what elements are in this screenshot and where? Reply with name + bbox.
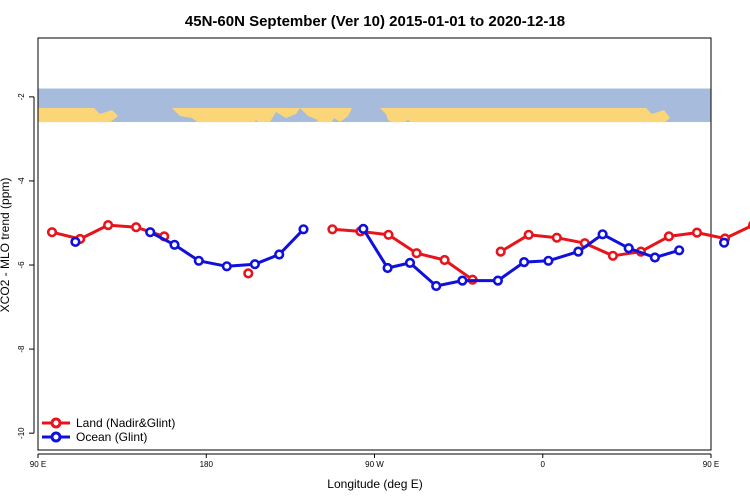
x-tick-label: 90 E xyxy=(30,460,46,469)
data-point xyxy=(492,275,504,286)
x-axis: 90 E 180 90 W 0 90 E xyxy=(30,453,719,469)
data-point xyxy=(193,255,204,266)
map-land xyxy=(38,108,673,123)
legend-entry-ocean: Ocean (Glint) xyxy=(42,430,147,444)
data-point xyxy=(102,220,114,231)
data-point xyxy=(439,254,450,266)
series-line xyxy=(332,227,474,281)
series-0 xyxy=(46,220,750,285)
data-point xyxy=(551,232,562,243)
y-tick-label: -6 xyxy=(17,261,26,269)
data-point xyxy=(382,262,393,274)
data-point xyxy=(495,246,506,257)
data-point xyxy=(573,246,584,257)
plot-frame xyxy=(37,37,712,451)
data-point xyxy=(523,229,534,240)
data-point xyxy=(543,255,554,266)
y-tick-label: -4 xyxy=(17,177,26,185)
data-point xyxy=(674,245,685,256)
x-tick-label: 0 xyxy=(541,460,546,469)
data-point xyxy=(663,231,675,242)
data-point xyxy=(274,249,285,260)
data-point xyxy=(249,259,260,270)
data-point xyxy=(597,229,608,240)
data-point xyxy=(298,224,309,235)
y-tick-label: -8 xyxy=(17,345,26,353)
x-tick-label: 180 xyxy=(200,460,214,469)
data-point xyxy=(718,237,730,248)
data-point xyxy=(431,280,442,292)
world-map-band xyxy=(38,88,711,123)
x-tick-label: 90 E xyxy=(703,460,719,469)
data-point xyxy=(46,227,58,238)
legend-marker-ocean xyxy=(50,431,62,443)
data-point xyxy=(131,222,142,233)
data-point xyxy=(649,252,661,263)
data-point xyxy=(607,250,619,261)
data-point xyxy=(518,257,530,268)
x-tick-label: 90 W xyxy=(365,460,384,469)
series-layer xyxy=(46,220,750,292)
series-line xyxy=(362,228,680,288)
data-point xyxy=(243,268,254,279)
data-point xyxy=(327,224,338,235)
data-point xyxy=(691,227,703,238)
y-tick-label: -2 xyxy=(17,93,26,101)
y-axis-label: XCO2 - MLO trend (ppm) xyxy=(0,178,12,313)
data-point xyxy=(457,275,468,286)
data-point xyxy=(70,236,81,247)
series-1 xyxy=(70,223,730,292)
chart-title: 45N-60N September (Ver 10) 2015-01-01 to… xyxy=(185,13,565,30)
data-point xyxy=(411,248,422,259)
legend: Land (Nadir&Glint) Ocean (Glint) xyxy=(42,416,175,444)
data-point xyxy=(169,239,180,250)
y-axis: -2 -4 -6 -8 -10 xyxy=(17,93,35,439)
data-point xyxy=(358,223,369,234)
x-axis-label: Longitude (deg E) xyxy=(327,477,422,491)
legend-label-ocean: Ocean (Glint) xyxy=(76,430,147,444)
legend-entry-land: Land (Nadir&Glint) xyxy=(42,416,175,430)
data-point xyxy=(221,261,232,272)
y-tick-label: -10 xyxy=(17,427,26,439)
data-point xyxy=(623,243,634,254)
data-point xyxy=(404,257,416,269)
legend-label-land: Land (Nadir&Glint) xyxy=(76,416,175,430)
legend-marker-land xyxy=(50,417,62,429)
data-point xyxy=(145,227,156,238)
data-point xyxy=(383,229,394,240)
